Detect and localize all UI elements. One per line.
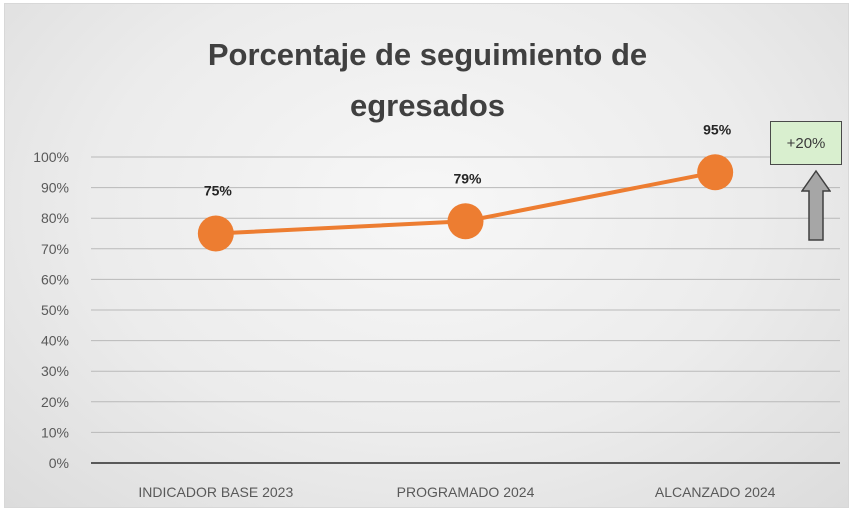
chart-frame: Porcentaje de seguimiento de egresados 0… bbox=[4, 3, 849, 508]
y-tick-label: 10% bbox=[41, 424, 69, 440]
y-tick-label: 60% bbox=[41, 271, 69, 287]
y-tick-label: 90% bbox=[41, 180, 69, 196]
y-tick-label: 0% bbox=[49, 455, 69, 471]
chart-title-line-2: egresados bbox=[349, 88, 506, 123]
y-tick-label: 50% bbox=[41, 302, 69, 318]
data-label: 95% bbox=[703, 121, 732, 137]
x-tick-label: PROGRAMADO 2024 bbox=[397, 484, 535, 500]
y-tick-label: 80% bbox=[41, 210, 69, 226]
data-point bbox=[447, 203, 484, 240]
data-point bbox=[197, 215, 234, 252]
data-label: 79% bbox=[453, 170, 482, 186]
x-tick-label: ALCANZADO 2024 bbox=[655, 484, 776, 500]
y-tick-label: 20% bbox=[41, 394, 69, 410]
y-tick-label: 30% bbox=[41, 363, 69, 379]
x-tick-label: INDICADOR BASE 2023 bbox=[138, 484, 293, 500]
y-tick-label: 70% bbox=[41, 241, 69, 257]
line-chart: 0% 10% 20% 30% 40% 50% 60% 70% 80% 90% 100% INDICAD… bbox=[33, 121, 840, 500]
up-arrow-icon bbox=[801, 169, 831, 241]
chart-title-line-1: Porcentaje de seguimiento de bbox=[207, 37, 648, 72]
y-tick-label: 40% bbox=[41, 333, 69, 349]
increase-callout: +20% bbox=[770, 121, 842, 165]
data-point bbox=[697, 154, 734, 191]
data-label: 75% bbox=[204, 183, 233, 199]
y-tick-label: 100% bbox=[33, 149, 69, 165]
